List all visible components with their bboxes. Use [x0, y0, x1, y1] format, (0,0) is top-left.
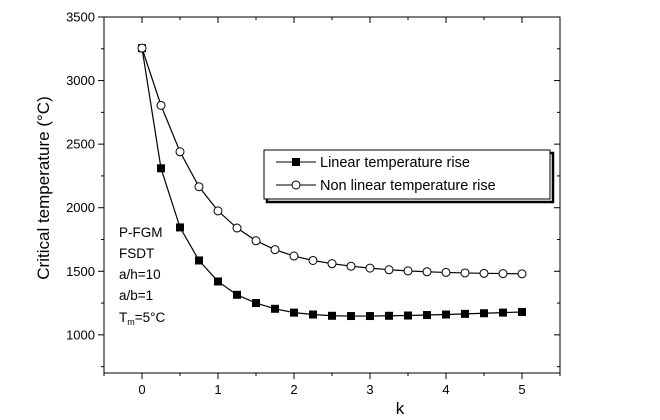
legend-shadow	[265, 151, 555, 204]
legend-box	[263, 149, 551, 200]
data-point-square	[499, 308, 507, 317]
annotation-line-theory: FSDT	[119, 246, 154, 261]
annotation-line-tm: Tm=5°C	[119, 310, 166, 327]
annotation-line-ah: a/h=10	[119, 267, 161, 282]
y-tick-label: 1000	[66, 327, 95, 342]
data-point-square	[347, 312, 355, 321]
data-point-circle	[137, 43, 147, 53]
data-point-square	[309, 310, 317, 319]
annotation-line-ab: a/b=1	[119, 288, 153, 303]
data-point-square	[404, 311, 412, 320]
annotation: P-FGM FSDT a/h=10 a/b=1 Tm=5°C	[119, 225, 166, 327]
data-point-circle	[346, 261, 356, 271]
data-point-square	[195, 256, 203, 265]
data-point-square	[271, 304, 279, 313]
y-tick-label: 3000	[66, 73, 95, 88]
data-point-circle	[327, 259, 337, 269]
annotation-tm-subscript: m	[127, 317, 135, 327]
data-point-circle	[194, 182, 204, 192]
y-axis: 1000 1500 2000 2500 3000 3500	[66, 10, 560, 368]
legend-label-linear: Linear temperature rise	[320, 155, 470, 171]
x-axis-title: k	[396, 399, 405, 418]
data-point-circle	[156, 100, 166, 110]
annotation-line-material: P-FGM	[119, 225, 163, 240]
data-point-circle	[422, 267, 432, 277]
y-axis-title: Critical temperature (°C)	[34, 96, 53, 279]
data-point-square	[366, 312, 374, 321]
data-point-square	[480, 309, 488, 318]
legend-marker-nonlinear	[291, 180, 301, 190]
data-point-circle	[213, 206, 223, 216]
data-point-circle	[175, 147, 185, 157]
data-point-circle	[441, 267, 451, 277]
data-point-square	[518, 307, 526, 316]
data-point-square	[461, 309, 469, 318]
y-tick-label: 2500	[66, 137, 95, 152]
series-layer	[137, 43, 527, 321]
data-point-square	[157, 164, 165, 173]
x-tick-label: 2	[290, 382, 297, 397]
data-point-circle	[479, 268, 489, 278]
legend-marker-linear	[292, 158, 300, 166]
data-point-square	[290, 308, 298, 317]
x-tick-label: 4	[442, 382, 449, 397]
series-linear	[138, 44, 526, 321]
series-nonlinear	[137, 43, 527, 279]
data-point-circle	[232, 223, 242, 233]
data-point-circle	[308, 255, 318, 265]
data-point-square	[176, 223, 184, 232]
data-point-circle	[460, 268, 470, 278]
x-tick-label: 0	[138, 382, 145, 397]
y-tick-label: 3500	[66, 10, 95, 25]
data-point-circle	[517, 269, 527, 279]
data-point-circle	[289, 251, 299, 261]
data-point-circle	[365, 263, 375, 273]
data-point-square	[385, 311, 393, 320]
data-point-square	[233, 290, 241, 299]
data-point-square	[252, 299, 260, 308]
legend-label-nonlinear: Non linear temperature rise	[320, 178, 496, 194]
annotation-tm-prefix: T	[119, 310, 127, 325]
data-point-square	[214, 277, 222, 286]
x-tick-label: 1	[214, 382, 221, 397]
y-tick-label: 1500	[66, 264, 95, 279]
x-tick-label: 5	[518, 382, 525, 397]
data-point-circle	[251, 236, 261, 246]
legend: Linear temperature rise Non linear tempe…	[263, 149, 555, 204]
y-tick-label: 2000	[66, 200, 95, 215]
data-point-circle	[403, 266, 413, 276]
data-point-circle	[384, 265, 394, 275]
data-point-circle	[270, 245, 280, 255]
data-point-square	[442, 310, 450, 319]
annotation-tm-suffix: =5°C	[135, 310, 166, 325]
data-point-square	[423, 311, 431, 320]
x-tick-label: 3	[366, 382, 373, 397]
data-point-circle	[498, 269, 508, 279]
data-point-square	[328, 311, 336, 320]
x-axis: 0 1 2 3 4 5	[103, 17, 561, 397]
